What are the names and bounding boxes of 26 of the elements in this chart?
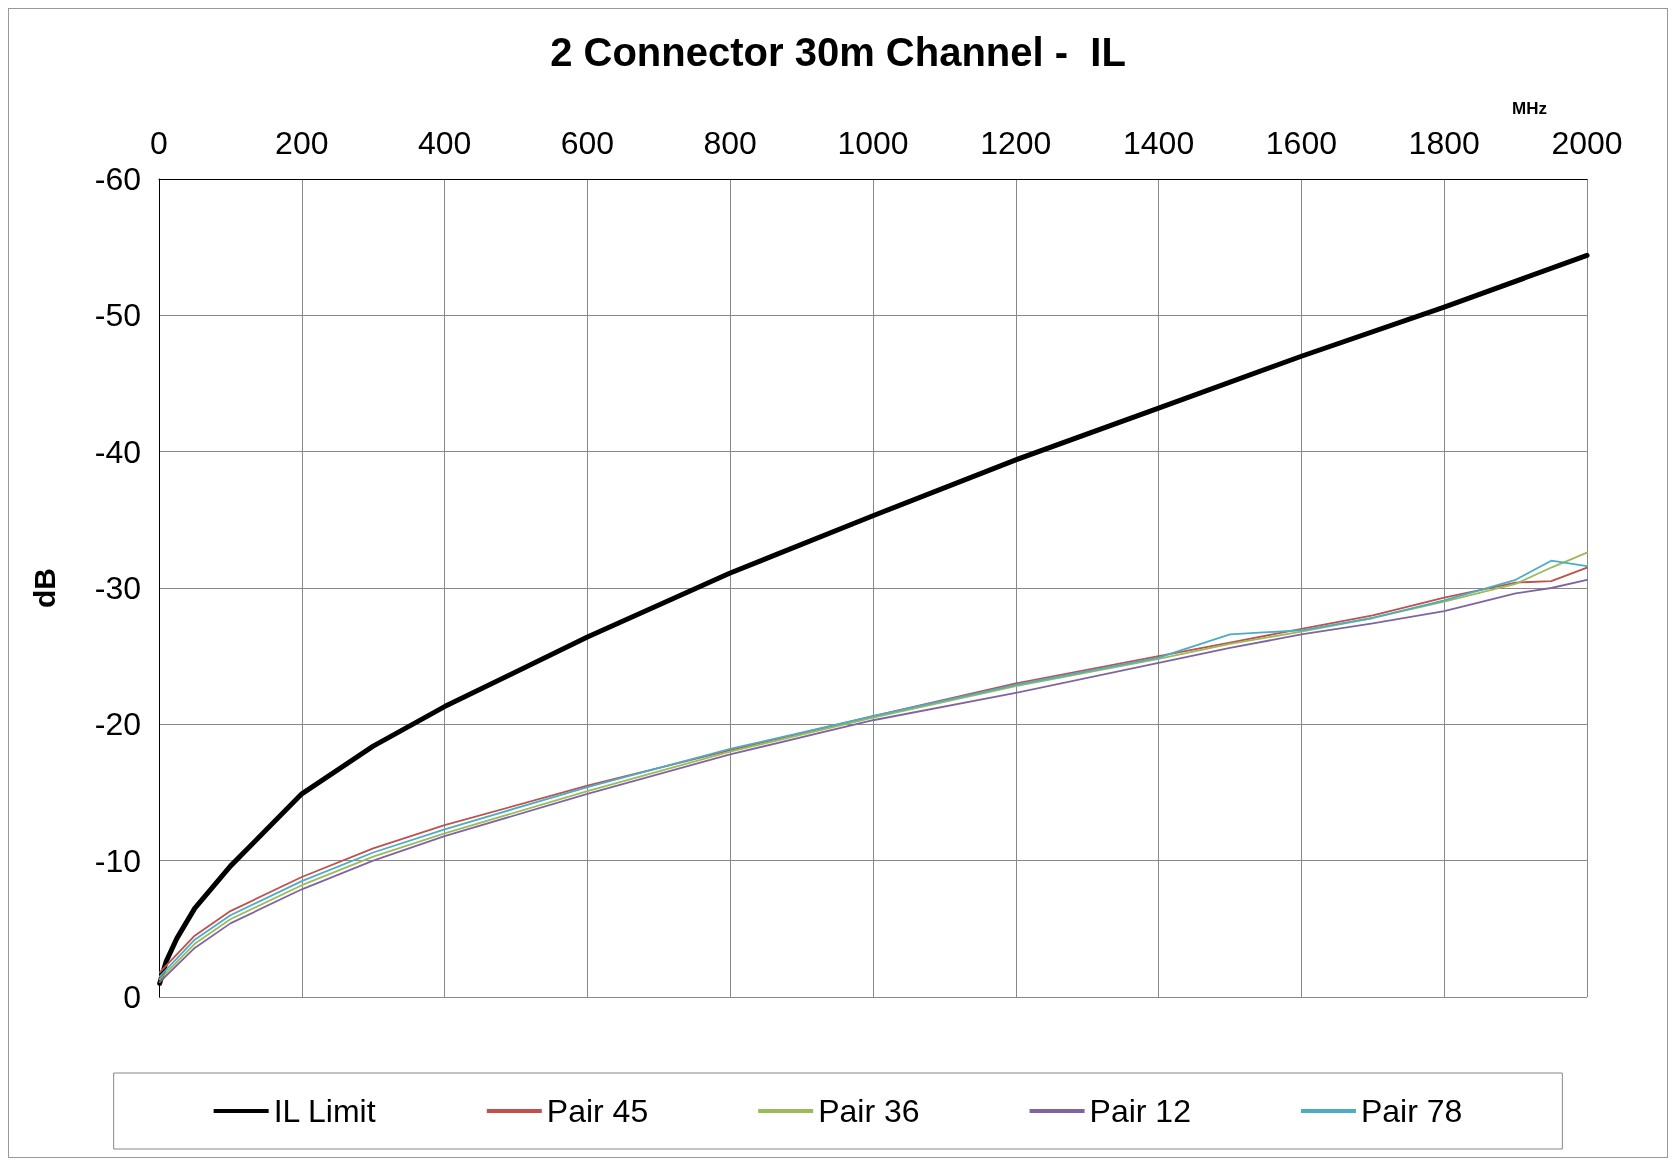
y-tick-label: -60	[94, 161, 141, 197]
y-tick-label: -50	[94, 297, 141, 334]
y-axis-title: dB	[27, 568, 61, 608]
x-tick-label: 1200	[980, 125, 1052, 161]
y-tick-label: -30	[94, 570, 141, 606]
y-tick-label: -20	[94, 706, 141, 743]
legend-label: IL Limit	[273, 1093, 376, 1129]
x-tick-label: 1600	[1265, 125, 1337, 161]
x-tick-label: 1800	[1408, 125, 1480, 161]
legend-label: Pair 78	[1360, 1093, 1463, 1129]
legend-label: Pair 36	[818, 1093, 920, 1129]
x-tick-label: 0	[150, 125, 168, 161]
x-tick-label: 200	[275, 125, 329, 161]
x-tick-label: 800	[703, 125, 757, 161]
y-tick-label: 0	[123, 979, 141, 1015]
x-tick-label: 400	[417, 125, 472, 161]
legend-label: Pair 12	[1089, 1093, 1191, 1129]
chart-title: 2 Connector 30m Channel - IL	[550, 30, 1126, 74]
x-tick-label: 600	[560, 125, 615, 161]
y-tick-label: -40	[94, 433, 141, 470]
legend-label: Pair 45	[546, 1093, 649, 1129]
x-axis-title: MHz	[1512, 99, 1547, 118]
x-tick-label: 1400	[1123, 125, 1195, 161]
y-tick-label: -10	[94, 842, 141, 879]
x-tick-label: 1000	[837, 125, 909, 161]
x-tick-label: 2000	[1551, 125, 1623, 161]
